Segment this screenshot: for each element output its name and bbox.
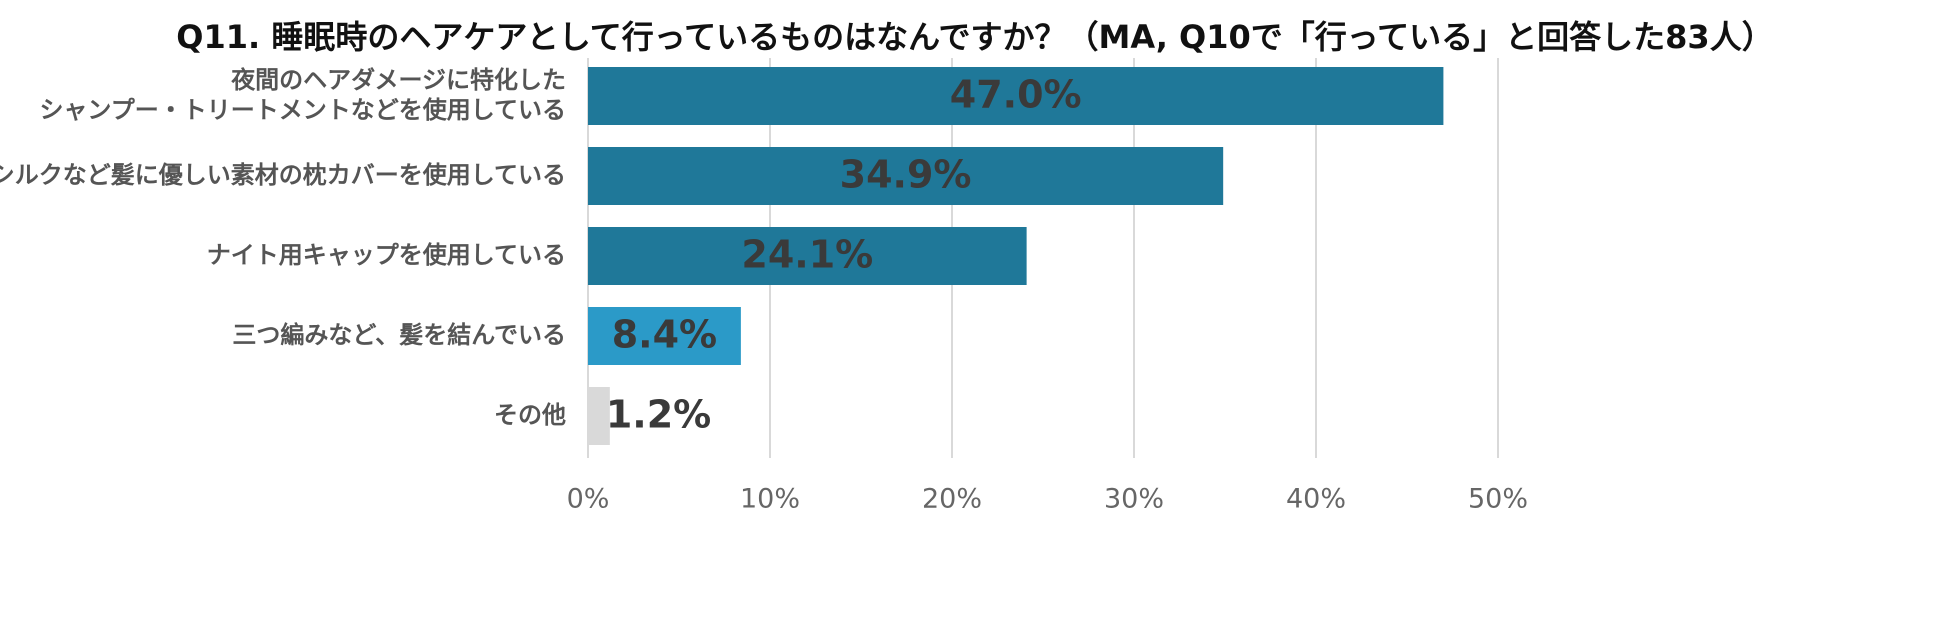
x-tick-label: 40% bbox=[1286, 484, 1346, 515]
bar-4 bbox=[588, 387, 610, 445]
value-label-1: 34.9% bbox=[840, 153, 972, 197]
category-label-line: シルクなど髪に優しい素材の枕カバーを使用している bbox=[0, 161, 566, 189]
bar-3 bbox=[588, 307, 741, 365]
bar-1 bbox=[588, 147, 1224, 205]
bar-0 bbox=[588, 67, 1444, 125]
value-label-3: 8.4% bbox=[612, 313, 717, 357]
x-tick-label: 30% bbox=[1104, 484, 1164, 515]
category-label-line: シャンプー・トリートメントなどを使用している bbox=[39, 96, 566, 124]
category-label-4: その他 bbox=[494, 401, 566, 429]
value-labels: 47.0% 34.9% 24.1% 8.4% 1.2% bbox=[606, 73, 1082, 437]
bar-2 bbox=[588, 227, 1027, 285]
x-tick-label: 50% bbox=[1468, 484, 1528, 515]
x-tick-label: 20% bbox=[922, 484, 982, 515]
x-axis-tick-labels: 0% 10% 20% 30% 40% 50% bbox=[567, 484, 1528, 515]
value-label-2: 24.1% bbox=[741, 233, 873, 277]
category-label-1: シルクなど髪に優しい素材の枕カバーを使用している bbox=[0, 161, 566, 189]
category-labels: 夜間のヘアダメージに特化したシャンプー・トリートメントなどを使用しているシルクな… bbox=[0, 66, 566, 429]
value-label-0: 47.0% bbox=[950, 73, 1082, 117]
x-tick-label: 0% bbox=[567, 484, 610, 515]
category-label-line: 三つ編みなど、髪を結んでいる bbox=[232, 321, 566, 349]
category-label-0: 夜間のヘアダメージに特化したシャンプー・トリートメントなどを使用している bbox=[39, 66, 566, 124]
chart-title: Q11. 睡眠時のヘアケアとして行っているものはなんですか？（MA, Q10で「… bbox=[176, 18, 1774, 56]
value-label-4: 1.2% bbox=[606, 393, 711, 437]
category-label-3: 三つ編みなど、髪を結んでいる bbox=[232, 321, 566, 349]
category-label-line: その他 bbox=[494, 401, 566, 429]
category-label-2: ナイト用キャップを使用している bbox=[207, 241, 566, 269]
category-label-line: ナイト用キャップを使用している bbox=[207, 241, 566, 269]
category-label-line: 夜間のヘアダメージに特化した bbox=[230, 66, 566, 94]
x-tick-label: 10% bbox=[740, 484, 800, 515]
bars bbox=[588, 67, 1444, 445]
